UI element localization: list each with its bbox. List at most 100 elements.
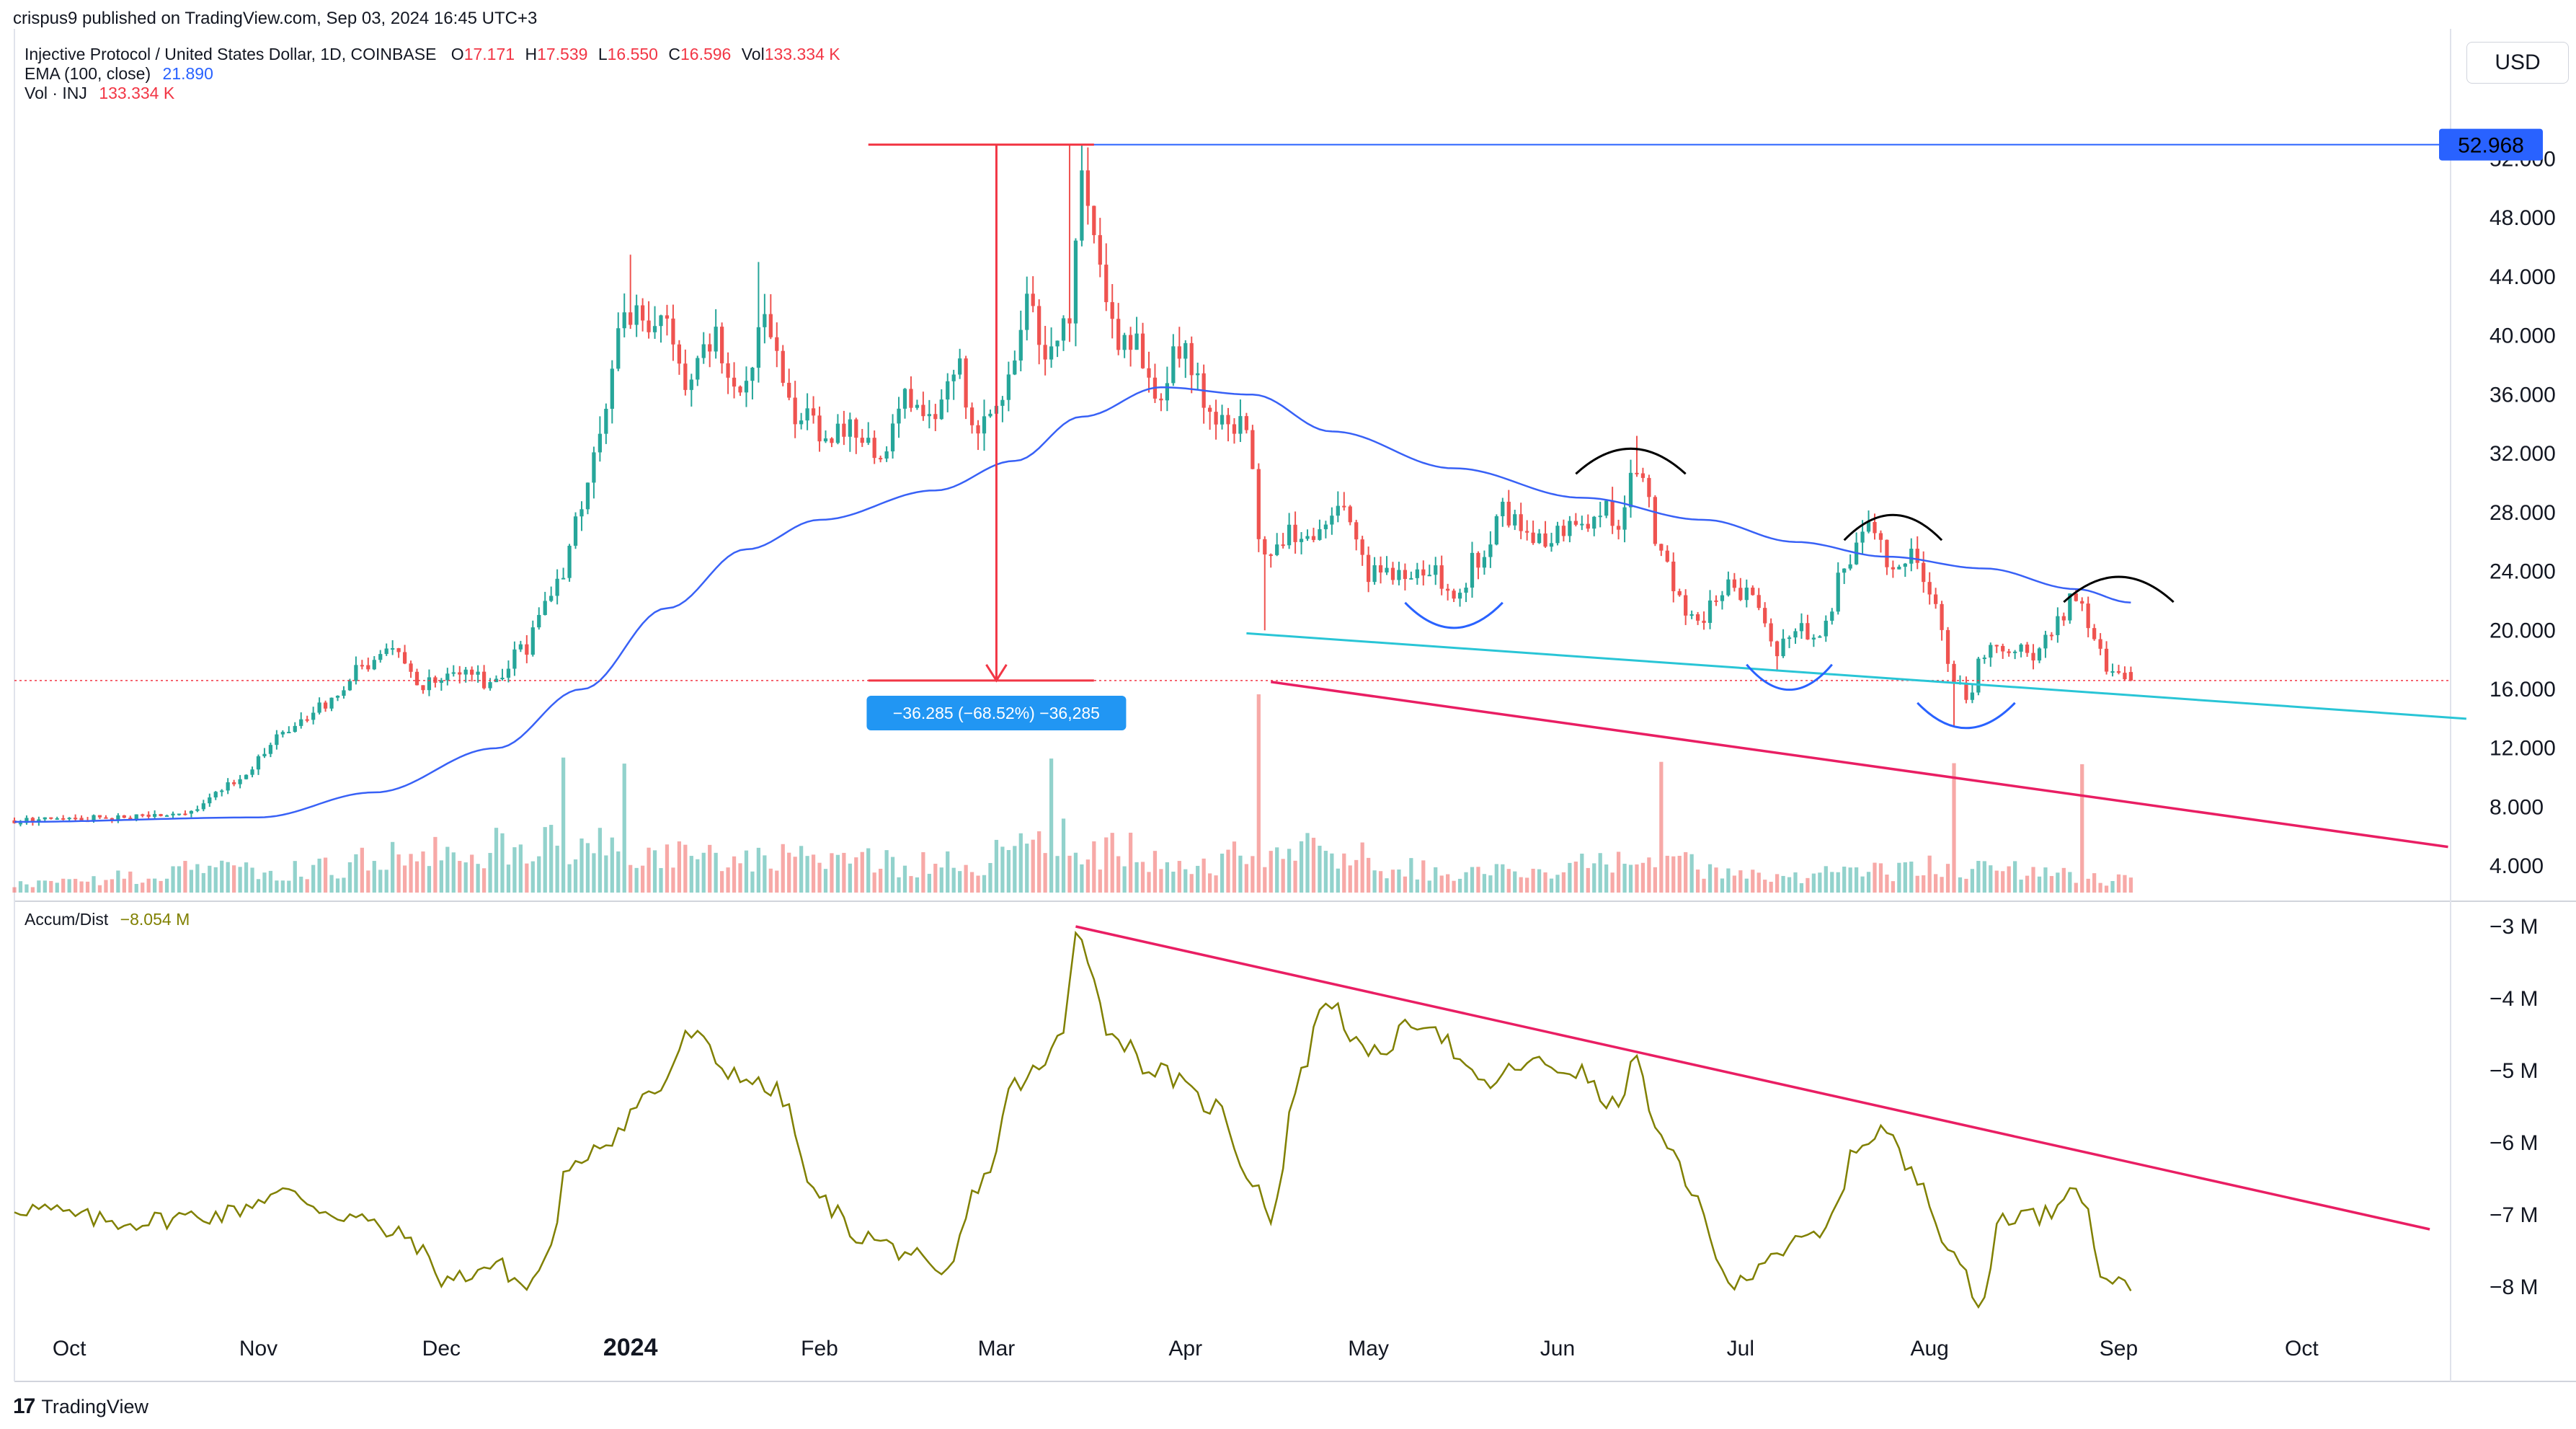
vol-row[interactable]: Vol · INJ 133.334 K	[25, 84, 840, 103]
candle	[1196, 362, 1200, 389]
volume-bar	[1873, 862, 1877, 893]
volume-bar	[860, 851, 864, 893]
candle-body	[1726, 579, 1731, 596]
candle-body	[1775, 641, 1780, 657]
candle	[811, 396, 816, 424]
symbol-row[interactable]: Injective Protocol / United States Dolla…	[25, 45, 840, 64]
volume-bar	[159, 880, 163, 893]
volume-bar	[775, 870, 779, 893]
volume-bar	[982, 875, 987, 893]
volume-bar	[512, 847, 517, 893]
candle-body	[79, 818, 84, 821]
volume-bar	[1140, 862, 1145, 893]
volume-bar	[671, 867, 675, 893]
candle-body	[2123, 673, 2127, 680]
candle-body	[1488, 544, 1493, 557]
candle-body	[384, 648, 388, 655]
candle-body	[1818, 636, 1822, 638]
candle	[744, 366, 749, 407]
candle-body	[1860, 531, 1865, 543]
candle-body	[811, 408, 816, 416]
volume-bar	[2013, 861, 2017, 893]
candle	[573, 512, 578, 549]
candle-body	[146, 814, 151, 817]
candle-body	[1970, 692, 1975, 700]
candle	[1702, 611, 1706, 630]
volume-bar	[817, 862, 822, 893]
volume-bar	[1244, 864, 1249, 893]
high-value: 17.539	[537, 45, 588, 63]
low-value: 16.550	[607, 45, 658, 63]
candle-body	[1457, 593, 1462, 599]
candle	[1830, 608, 1834, 625]
candle	[97, 815, 102, 820]
ema-row[interactable]: EMA (100, close) 21.890	[25, 64, 840, 84]
volume-bar	[458, 861, 462, 893]
candle	[683, 349, 688, 396]
candle-body	[683, 363, 688, 390]
price-tick-label: 4.000	[2490, 854, 2544, 878]
accum-dist-label: Accum/Dist	[25, 910, 109, 929]
measure-label-text: −36.285 (−68.52%) −36,285	[893, 704, 1100, 722]
candle-body	[1580, 523, 1584, 526]
currency-selector[interactable]: USD	[2466, 42, 2569, 84]
volume-bar	[92, 876, 96, 893]
candle	[1116, 303, 1121, 355]
candle	[1049, 327, 1054, 368]
accum-dist-legend[interactable]: Accum/Dist −8.054 M	[25, 910, 190, 929]
candle-body	[860, 438, 864, 443]
candle	[1640, 467, 1645, 482]
candle	[195, 805, 200, 813]
candle-body	[220, 790, 224, 792]
candle	[1134, 317, 1139, 350]
volume-bar	[592, 853, 596, 893]
tradingview-brand[interactable]: 17 TradingView	[13, 1394, 148, 1419]
volume-bar	[445, 846, 450, 893]
candle	[1470, 541, 1475, 598]
trough-arc	[1404, 601, 1504, 629]
volume-bar	[1159, 869, 1163, 893]
volume-bar	[1403, 876, 1408, 893]
volume-bar	[2128, 877, 2133, 893]
candle-body	[208, 797, 212, 804]
volume-bar	[1476, 867, 1480, 893]
price-tick-label: 24.000	[2490, 560, 2556, 584]
price-tick-label: 12.000	[2490, 737, 2556, 761]
volume-bar	[1976, 861, 1981, 893]
volume-bar	[1677, 855, 1682, 893]
candle	[1421, 560, 1426, 586]
candle-body	[164, 815, 169, 817]
volume-bar	[317, 858, 321, 893]
candle	[1665, 545, 1669, 563]
volume-bar	[677, 841, 682, 893]
candle	[1635, 435, 1639, 477]
candle-body	[1360, 539, 1364, 555]
candle	[2007, 648, 2011, 657]
candle	[830, 437, 834, 448]
candle	[439, 678, 443, 691]
candle	[671, 304, 675, 361]
candle-body	[1134, 333, 1139, 350]
volume-bar	[208, 865, 212, 893]
candle-body	[872, 438, 876, 459]
candle-body	[232, 782, 236, 784]
volume-bar	[372, 861, 376, 893]
volume-bar	[805, 856, 809, 893]
candle	[1756, 588, 1761, 611]
candle	[1695, 611, 1700, 625]
volume-bar	[1543, 872, 1547, 893]
candle-body	[177, 813, 182, 815]
volume-bar	[585, 843, 590, 893]
candle-body	[1385, 567, 1389, 573]
volume-bar	[951, 867, 956, 893]
candle-body	[1878, 533, 1883, 540]
volume-bar	[1434, 867, 1438, 893]
volume-bar	[1226, 849, 1230, 893]
time-tick-label: Mar	[978, 1337, 1016, 1361]
volume-bar	[1263, 867, 1267, 893]
candle-body	[652, 326, 657, 332]
candle	[232, 779, 236, 787]
candle	[1970, 684, 1975, 704]
candle	[1409, 571, 1413, 580]
